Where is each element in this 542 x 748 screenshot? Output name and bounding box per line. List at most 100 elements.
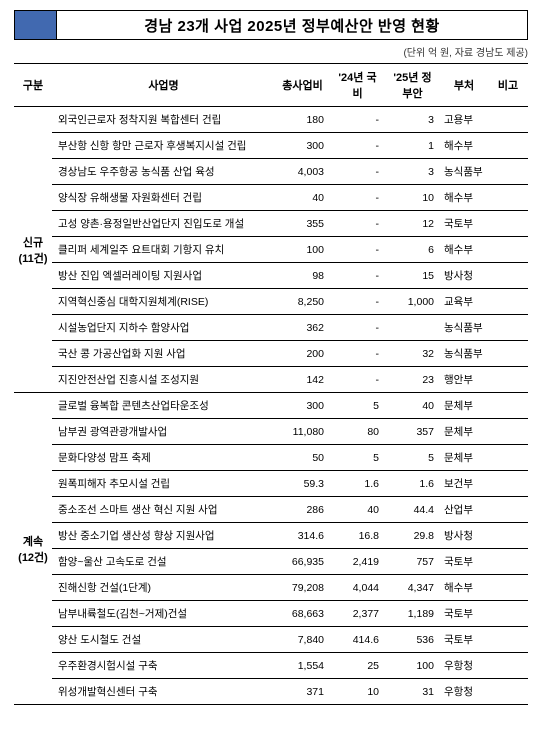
cell-name: 우주환경시험시설 구축 — [52, 653, 275, 679]
cell-bigo — [488, 237, 528, 263]
cell-y25: 3 — [385, 159, 440, 185]
cell-dept: 교육부 — [440, 289, 488, 315]
cell-y24: - — [330, 289, 385, 315]
cell-y24: 10 — [330, 679, 385, 705]
cell-cost: 40 — [275, 185, 330, 211]
cell-dept: 국토부 — [440, 601, 488, 627]
table-row: 지진안전산업 진흥시설 조성지원142-23행안부 — [14, 367, 528, 393]
cell-name: 진해신항 건설(1단계) — [52, 575, 275, 601]
table-row: 남부권 광역관광개발사업11,08080357문체부 — [14, 419, 528, 445]
cell-cost: 68,663 — [275, 601, 330, 627]
cell-y25: 1,000 — [385, 289, 440, 315]
cell-name: 지진안전산업 진흥시설 조성지원 — [52, 367, 275, 393]
cell-cost: 300 — [275, 393, 330, 419]
table-row: 문화다양성 맘프 축제5055문체부 — [14, 445, 528, 471]
cell-dept: 해수부 — [440, 133, 488, 159]
cell-name: 방산 진입 엑셀러레이팅 지원사업 — [52, 263, 275, 289]
table-row: 고성 양촌·용정일반산업단지 진입도로 개설355-12국토부 — [14, 211, 528, 237]
cell-name: 지역혁신중심 대학지원체계(RISE) — [52, 289, 275, 315]
title-color-block — [15, 11, 57, 39]
cell-name: 클리퍼 세계일주 요트대회 기항지 유치 — [52, 237, 275, 263]
cell-name: 함양~울산 고속도로 건설 — [52, 549, 275, 575]
cell-cost: 8,250 — [275, 289, 330, 315]
cell-y25: 757 — [385, 549, 440, 575]
cell-name: 고성 양촌·용정일반산업단지 진입도로 개설 — [52, 211, 275, 237]
cell-name: 원폭피해자 추모시설 건립 — [52, 471, 275, 497]
cell-y25: 10 — [385, 185, 440, 211]
cell-bigo — [488, 497, 528, 523]
cell-dept: 우항청 — [440, 653, 488, 679]
cell-bigo — [488, 159, 528, 185]
cell-y25: 536 — [385, 627, 440, 653]
cell-cost: 79,208 — [275, 575, 330, 601]
cell-cost: 4,003 — [275, 159, 330, 185]
table-row: 위성개발혁신센터 구축3711031우항청 — [14, 679, 528, 705]
cell-cost: 286 — [275, 497, 330, 523]
cell-cost: 100 — [275, 237, 330, 263]
cell-bigo — [488, 393, 528, 419]
cell-y25: 1 — [385, 133, 440, 159]
col-gubun: 구분 — [14, 64, 52, 107]
cell-bigo — [488, 211, 528, 237]
cell-dept: 해수부 — [440, 185, 488, 211]
cell-y25: 357 — [385, 419, 440, 445]
cell-y25: 100 — [385, 653, 440, 679]
cell-dept: 국토부 — [440, 211, 488, 237]
cell-name: 중소조선 스마트 생산 혁신 지원 사업 — [52, 497, 275, 523]
cell-bigo — [488, 679, 528, 705]
table-row: 클리퍼 세계일주 요트대회 기항지 유치100-6해수부 — [14, 237, 528, 263]
cell-name: 글로벌 융복합 콘텐츠산업타운조성 — [52, 393, 275, 419]
cell-cost: 98 — [275, 263, 330, 289]
cell-name: 부산항 신항 항만 근로자 후생복지시설 건립 — [52, 133, 275, 159]
cell-y25: 32 — [385, 341, 440, 367]
cell-y25: 31 — [385, 679, 440, 705]
cell-dept: 농식품부 — [440, 315, 488, 341]
cell-y25: 29.8 — [385, 523, 440, 549]
cell-dept: 해수부 — [440, 575, 488, 601]
cell-y24: 5 — [330, 445, 385, 471]
table-row: 방산 중소기업 생산성 향상 지원사업314.616.829.8방사청 — [14, 523, 528, 549]
cell-dept: 보건부 — [440, 471, 488, 497]
cell-cost: 142 — [275, 367, 330, 393]
group-label: 계속(12건) — [14, 393, 52, 705]
cell-dept: 문체부 — [440, 445, 488, 471]
cell-y24: 16.8 — [330, 523, 385, 549]
cell-dept: 방사청 — [440, 523, 488, 549]
cell-bigo — [488, 523, 528, 549]
cell-y24: 4,044 — [330, 575, 385, 601]
table-row: 양식장 유해생물 자원화센터 건립40-10해수부 — [14, 185, 528, 211]
table-row: 진해신항 건설(1단계)79,2084,0444,347해수부 — [14, 575, 528, 601]
cell-y25: 1.6 — [385, 471, 440, 497]
page-title: 경남 23개 사업 2025년 정부예산안 반영 현황 — [57, 15, 527, 36]
cell-cost: 50 — [275, 445, 330, 471]
cell-cost: 59.3 — [275, 471, 330, 497]
cell-dept: 농식품부 — [440, 341, 488, 367]
cell-y25: 3 — [385, 107, 440, 133]
cell-cost: 300 — [275, 133, 330, 159]
cell-dept: 국토부 — [440, 549, 488, 575]
table-row: 함양~울산 고속도로 건설66,9352,419757국토부 — [14, 549, 528, 575]
table-row: 신규(11건)외국인근로자 정착지원 복합센터 건립180-3고용부 — [14, 107, 528, 133]
cell-bigo — [488, 653, 528, 679]
cell-cost: 355 — [275, 211, 330, 237]
cell-dept: 문체부 — [440, 419, 488, 445]
col-name: 사업명 — [52, 64, 275, 107]
cell-dept: 산업부 — [440, 497, 488, 523]
cell-bigo — [488, 471, 528, 497]
cell-y25: 6 — [385, 237, 440, 263]
cell-y24: 1.6 — [330, 471, 385, 497]
cell-name: 방산 중소기업 생산성 향상 지원사업 — [52, 523, 275, 549]
table-row: 계속(12건)글로벌 융복합 콘텐츠산업타운조성300540문체부 — [14, 393, 528, 419]
cell-name: 양식장 유해생물 자원화센터 건립 — [52, 185, 275, 211]
cell-bigo — [488, 133, 528, 159]
cell-name: 외국인근로자 정착지원 복합센터 건립 — [52, 107, 275, 133]
cell-bigo — [488, 107, 528, 133]
col-bigo: 비고 — [488, 64, 528, 107]
cell-y24: - — [330, 367, 385, 393]
cell-y25: 44.4 — [385, 497, 440, 523]
cell-cost: 314.6 — [275, 523, 330, 549]
cell-dept: 국토부 — [440, 627, 488, 653]
cell-bigo — [488, 601, 528, 627]
cell-bigo — [488, 315, 528, 341]
cell-bigo — [488, 627, 528, 653]
